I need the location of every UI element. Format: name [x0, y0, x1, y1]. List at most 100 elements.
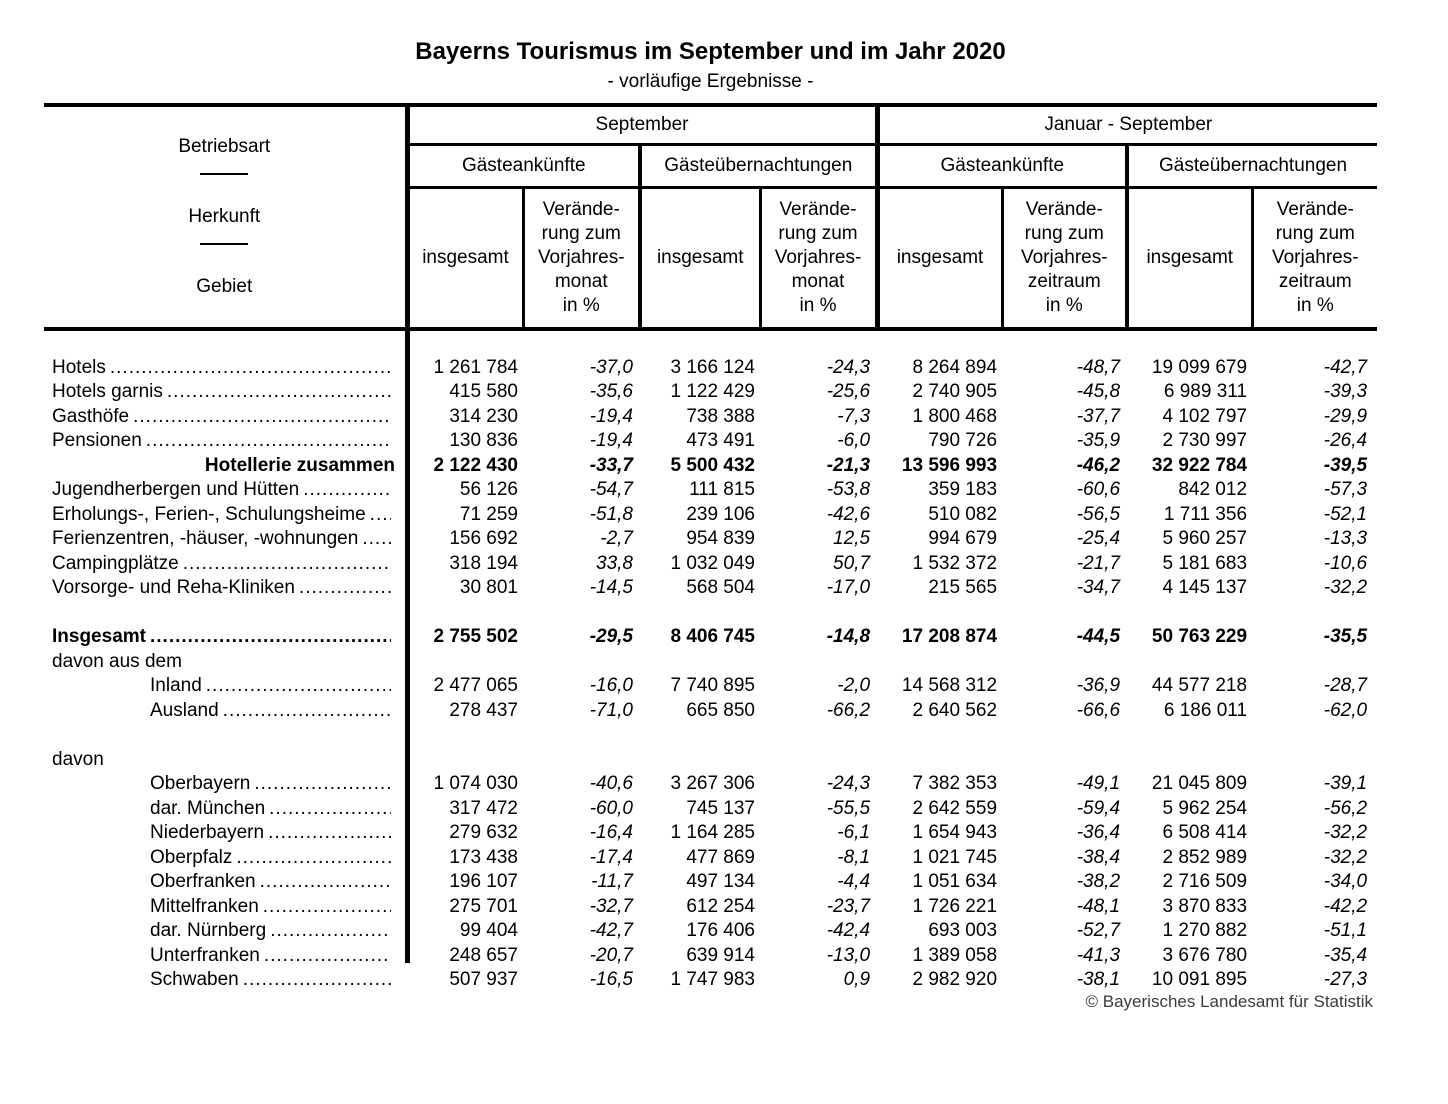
header-group-row: Betriebsart Herkunft Gebiet September Ja… [44, 103, 1378, 331]
cell-value: 2 852 989 [1162, 846, 1248, 868]
cell-value: -55,5 [826, 797, 871, 819]
subcol-change-month: Verände- rung zum Vorjahres- monat in % [760, 187, 880, 331]
cell-value [1127, 748, 1252, 773]
cell-value: -37,0 [589, 356, 633, 378]
cell-value [1252, 748, 1377, 773]
cell-value: 2 730 997 [1162, 430, 1248, 452]
row-label: Niederbayern [44, 821, 407, 846]
cell-value: 1 711 356 [1163, 503, 1248, 525]
table-row: Hotellerie zusammen 2 122 430 -33,7 5 500 4… [44, 454, 1377, 479]
cell-value: 4 102 797 [1162, 405, 1248, 427]
cell-value: -21,7 [1076, 552, 1121, 574]
cell-value: -42,7 [589, 920, 633, 942]
row-label-wrap: Vorsorge- und Reha-Kliniken [44, 577, 407, 599]
cell-value: -71,0 [589, 699, 633, 721]
row-label-wrap: Campingplätze [44, 553, 407, 575]
row-header-stack: Betriebsart Herkunft Gebiet [44, 107, 405, 327]
cell-value: -46,2 [1076, 454, 1121, 476]
vertical-rule [405, 300, 410, 963]
row-label-wrap: Hotellerie zusammen [44, 455, 407, 477]
cell-value: 415 580 [449, 381, 518, 403]
cell-value: 5 181 683 [1162, 552, 1248, 574]
cell-value: 5 960 257 [1162, 528, 1248, 550]
cell-value: 1 164 285 [670, 822, 755, 844]
cell-value: -41,3 [1076, 944, 1121, 966]
table-row: Campingplätze 318 194 33,8 1 032 049 50,7 1 5… [44, 552, 1377, 577]
cell-value: 994 679 [928, 528, 998, 550]
cell-value: -2,0 [837, 675, 871, 697]
row-label: davon aus dem [44, 650, 407, 675]
cell-value: -51,1 [1323, 920, 1368, 942]
cell-value: 33,8 [596, 552, 633, 574]
row-label-wrap: Hotels [44, 357, 407, 379]
cell-value: 954 839 [686, 528, 755, 550]
cell-value: -56,2 [1323, 797, 1368, 819]
row-label-wrap: Oberpfalz [44, 847, 407, 869]
cell-value: 1 654 943 [912, 822, 998, 844]
dot-leader [269, 798, 391, 820]
table-row: Hotels 1 261 784 -37,0 3 166 124 -24,3 8 264 … [44, 356, 1377, 381]
subcol-change-period: Verände- rung zum Vorjahres- zeitraum in… [1252, 187, 1378, 331]
cell-value: -14,8 [826, 626, 871, 648]
cell-value: 693 003 [928, 920, 998, 942]
row-header-betriebsart: Betriebsart [178, 136, 271, 157]
cell-value: 1 261 784 [433, 356, 518, 378]
row-label-text: Oberbayern [150, 773, 251, 795]
cell-value: -38,2 [1076, 871, 1121, 893]
table-row: Hotels garnis 415 580 -35,6 1 122 429 -25,6 2… [44, 380, 1377, 405]
cell-value: -16,0 [589, 675, 633, 697]
spacer-row [44, 723, 1377, 748]
table-row: Oberfranken 196 107 -11,7 497 134 -4,4 1 051 … [44, 870, 1377, 895]
cell-value: 1 051 634 [912, 871, 998, 893]
cell-value: -6,0 [837, 430, 871, 452]
cell-value: 1 122 429 [670, 381, 755, 403]
cell-value: -17,0 [826, 577, 871, 599]
row-label: dar. München [44, 797, 407, 822]
header-subcolumn-row: insgesamt Verände- rung zum Vorjahres- m… [44, 187, 1378, 331]
cell-value: 6 989 311 [1163, 381, 1248, 403]
cell-value: -17,4 [589, 846, 633, 868]
separator-line [200, 243, 249, 245]
cell-value: -40,6 [589, 773, 633, 795]
dot-leader [299, 577, 391, 599]
row-label: Hotels [44, 356, 407, 381]
row-label-text: Inland [150, 675, 202, 697]
spacer-cell [44, 329, 1377, 356]
cell-value: -45,8 [1076, 381, 1121, 403]
dot-leader [254, 773, 391, 795]
row-label-wrap: davon aus dem [44, 651, 407, 673]
cell-value: 2 640 562 [912, 699, 998, 721]
cell-value: 12,5 [833, 528, 871, 550]
cell-value [760, 748, 877, 773]
table-row: Unterfranken 248 657 -20,7 639 914 -13,0 1 38… [44, 944, 1377, 969]
row-label-text: Hotels [52, 356, 106, 378]
cell-value: 2 716 509 [1162, 871, 1248, 893]
cell-value [523, 748, 640, 773]
cell-value: 239 106 [686, 503, 755, 525]
cell-value: -13,3 [1323, 528, 1368, 550]
dot-leader [133, 406, 391, 428]
cell-value [1002, 748, 1127, 773]
dot-leader [264, 945, 391, 967]
cell-value: -24,3 [826, 773, 871, 795]
cell-value: 6 186 011 [1163, 699, 1248, 721]
cell-value: -39,5 [1323, 454, 1368, 476]
cell-value: 1 032 049 [670, 552, 755, 574]
row-label: Inland [44, 674, 407, 699]
cell-value: 568 504 [686, 577, 755, 599]
dot-leader [110, 357, 391, 379]
cell-value: -36,4 [1076, 822, 1121, 844]
measure-arrivals-september: Gästeankünfte [407, 144, 642, 189]
cell-value: -48,7 [1076, 356, 1121, 378]
cell-value: -66,2 [826, 699, 871, 721]
row-label: Hotellerie zusammen [44, 454, 407, 479]
cell-value: 111 815 [689, 479, 755, 501]
row-label-text: Erholungs-, Ferien-, Schulungsheime [52, 503, 366, 525]
table-row: dar. München 317 472 -60,0 745 137 -55,5 2 64… [44, 797, 1377, 822]
row-label-text: Oberpfalz [150, 846, 233, 868]
cell-value: 5 962 254 [1162, 797, 1248, 819]
measure-arrivals-jan-sep: Gästeankünfte [877, 144, 1130, 189]
cell-value: -4,4 [837, 871, 871, 893]
row-label: Hotels garnis [44, 380, 407, 405]
